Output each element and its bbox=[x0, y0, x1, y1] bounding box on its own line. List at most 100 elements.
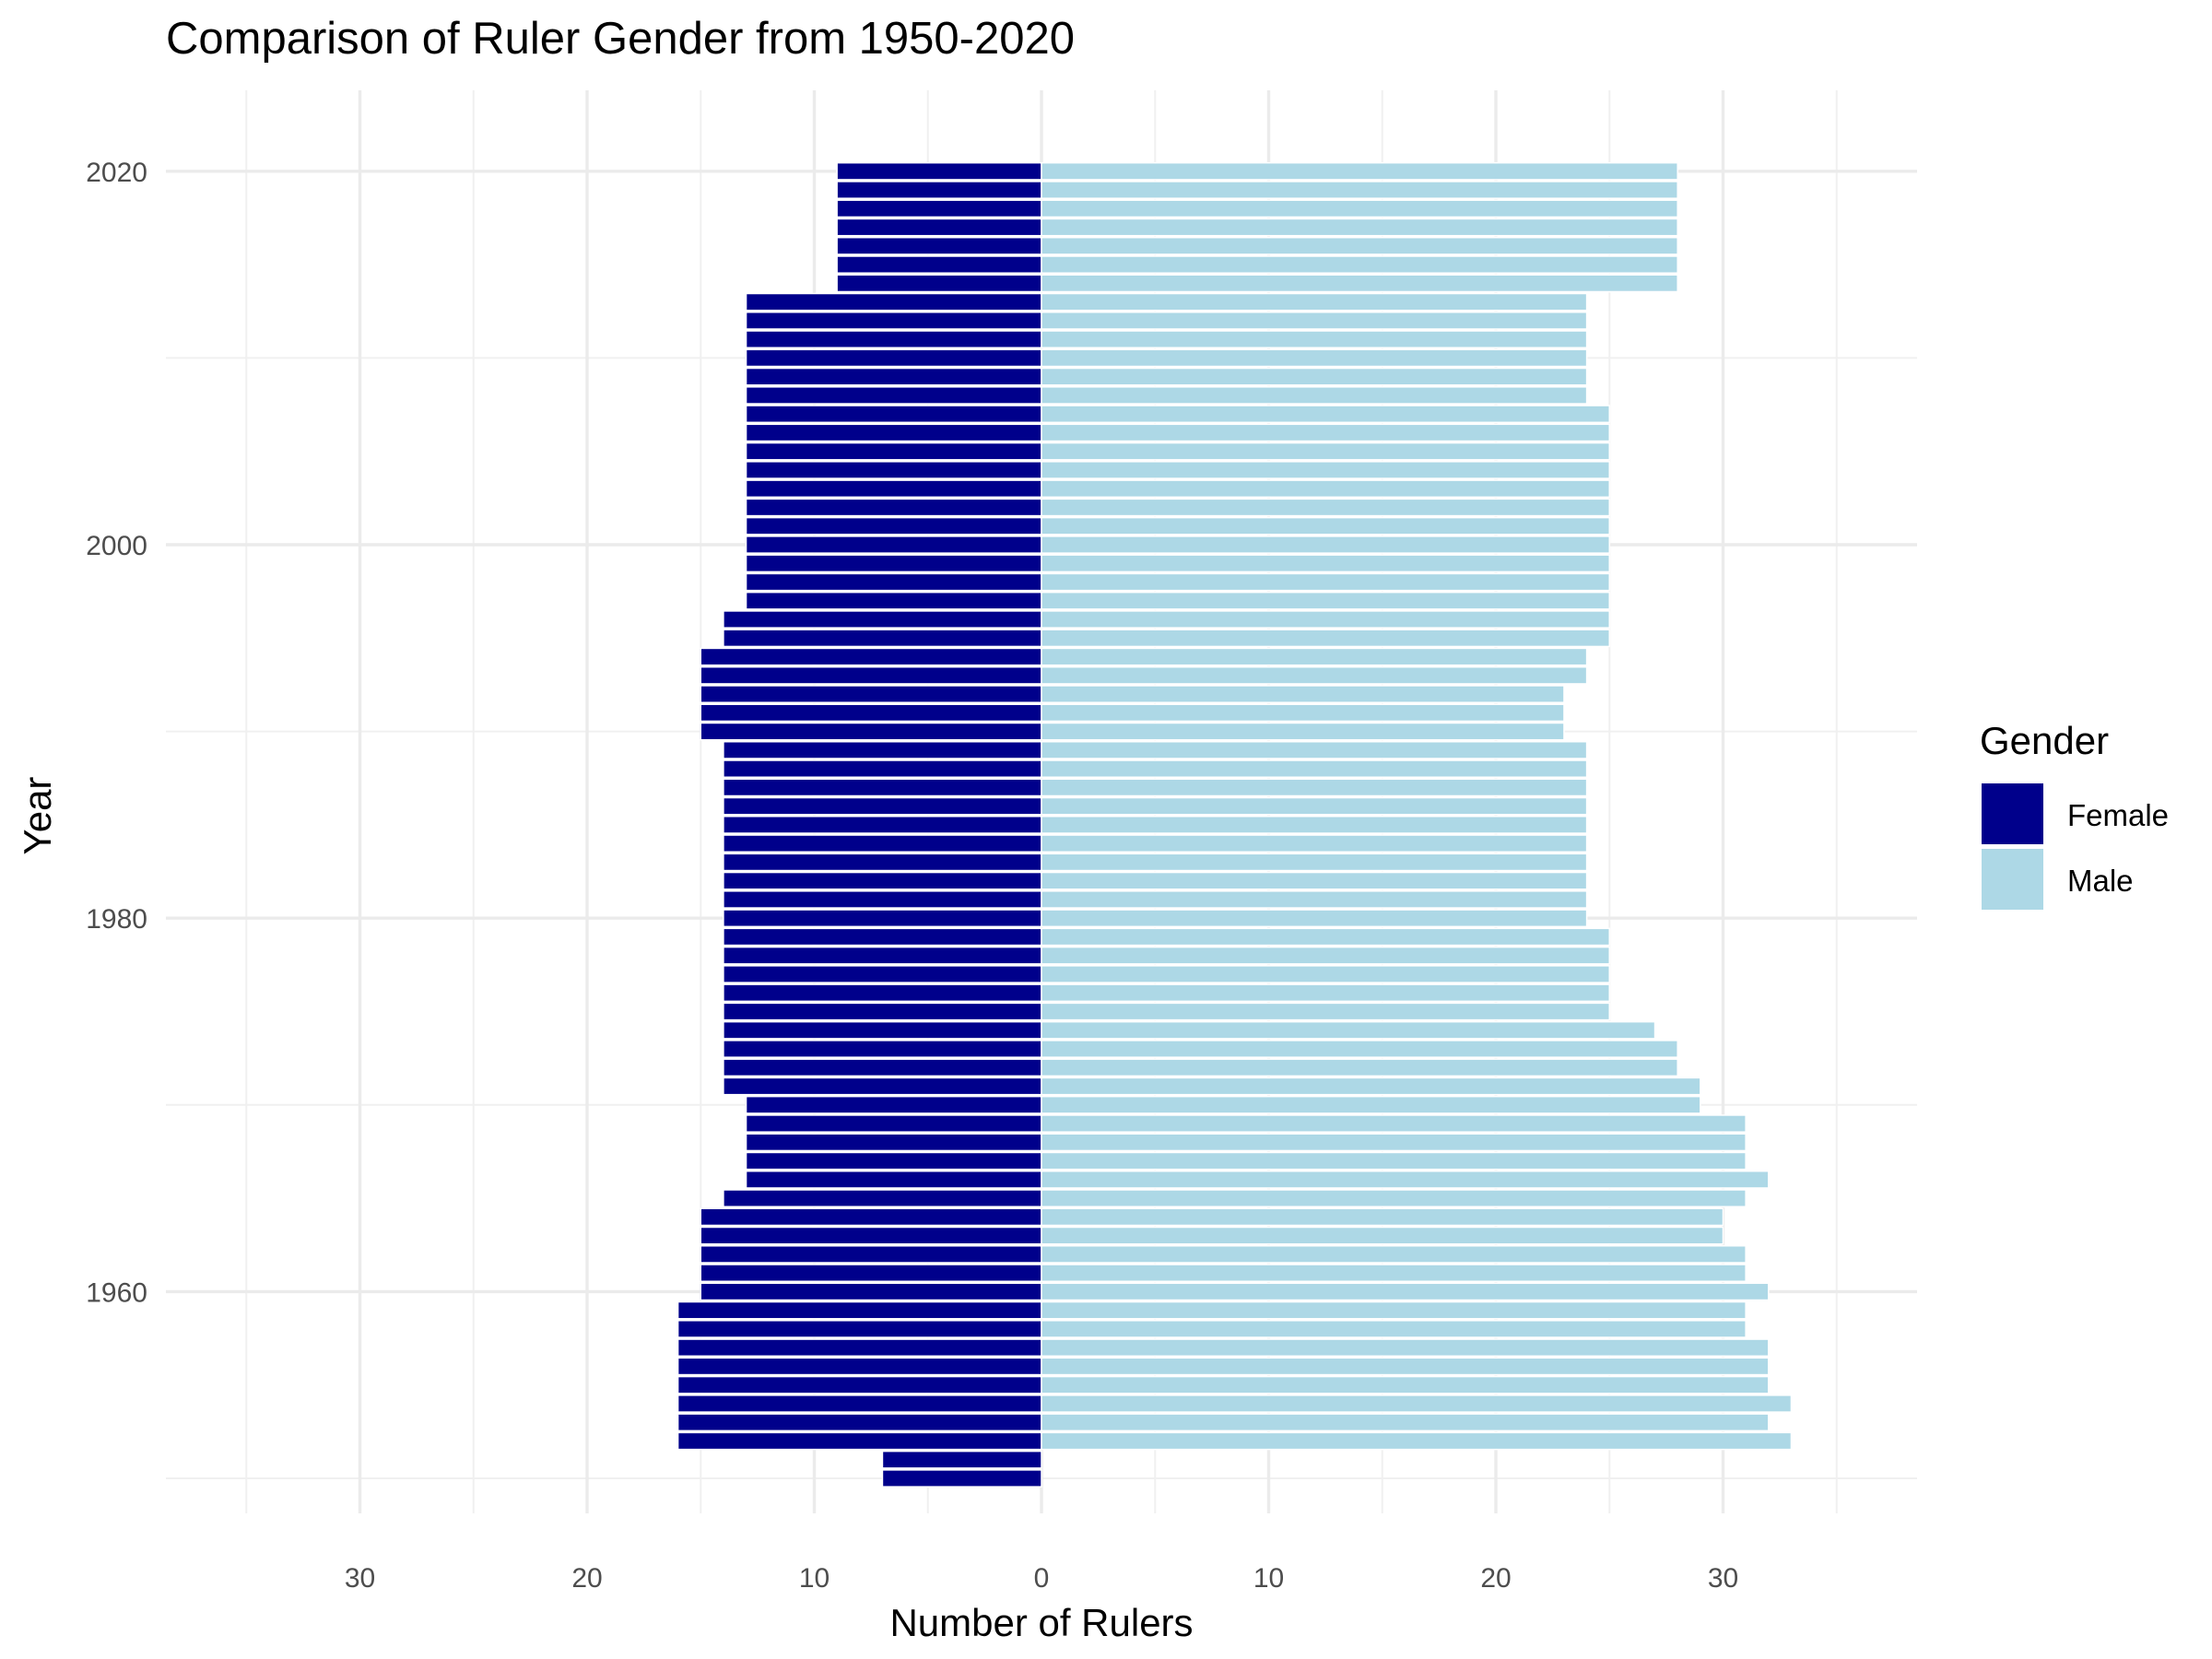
female-bar bbox=[723, 778, 1042, 797]
female-bar bbox=[723, 629, 1042, 648]
female-bar bbox=[745, 1151, 1042, 1171]
female-bar bbox=[723, 1058, 1042, 1077]
female-bar bbox=[723, 816, 1042, 834]
male-bar bbox=[1041, 1207, 1724, 1227]
female-bar bbox=[836, 181, 1042, 199]
x-tick-label: 0 bbox=[1034, 1563, 1050, 1594]
female-bar bbox=[700, 1282, 1042, 1301]
male-bar bbox=[1041, 591, 1610, 610]
x-tick-label: 30 bbox=[345, 1563, 375, 1594]
legend: Gender Female Male bbox=[1980, 719, 2169, 910]
male-bar bbox=[1041, 853, 1588, 872]
female-bar bbox=[723, 1020, 1042, 1040]
female-bar bbox=[881, 1450, 1042, 1469]
male-bar bbox=[1041, 386, 1588, 405]
female-bar bbox=[745, 1170, 1042, 1189]
female-bar bbox=[745, 516, 1042, 535]
female-bar bbox=[723, 610, 1042, 629]
female-bar bbox=[745, 461, 1042, 479]
female-bar bbox=[745, 312, 1042, 330]
male-bar bbox=[1041, 181, 1678, 199]
legend-label-male: Male bbox=[2067, 864, 2134, 898]
female-bar bbox=[700, 1226, 1042, 1245]
male-bar bbox=[1041, 423, 1610, 442]
male-bar bbox=[1041, 909, 1588, 928]
female-bar bbox=[700, 703, 1042, 723]
female-bar bbox=[723, 946, 1042, 965]
male-bar bbox=[1041, 535, 1610, 554]
male-bar bbox=[1041, 161, 1678, 181]
male-bar bbox=[1041, 292, 1588, 312]
x-tick-label: 10 bbox=[1253, 1563, 1284, 1594]
female-bar bbox=[677, 1413, 1042, 1432]
female-bar bbox=[745, 554, 1042, 573]
male-bar bbox=[1041, 312, 1588, 330]
male-bar bbox=[1041, 1058, 1678, 1077]
male-bar bbox=[1041, 946, 1610, 965]
female-bar bbox=[745, 591, 1042, 610]
male-bar bbox=[1041, 834, 1588, 853]
male-bar bbox=[1041, 629, 1610, 648]
female-bar bbox=[745, 367, 1042, 386]
male-bar bbox=[1041, 1189, 1747, 1207]
female-bar bbox=[745, 348, 1042, 368]
male-bar bbox=[1041, 1040, 1678, 1058]
female-bar bbox=[745, 535, 1042, 554]
female-bar bbox=[723, 759, 1042, 778]
male-bar bbox=[1041, 759, 1588, 778]
male-bar bbox=[1041, 1394, 1793, 1413]
female-bar bbox=[745, 423, 1042, 442]
y-tick-label: 1960 bbox=[86, 1277, 147, 1308]
x-tick-label: 20 bbox=[1480, 1563, 1511, 1594]
female-bar bbox=[723, 1077, 1042, 1096]
female-bar bbox=[836, 218, 1042, 237]
male-bar bbox=[1041, 199, 1678, 218]
female-bar bbox=[745, 292, 1042, 312]
male-bar bbox=[1041, 778, 1588, 797]
female-bar bbox=[723, 740, 1042, 759]
x-tick-label: 30 bbox=[1708, 1563, 1738, 1594]
male-bar bbox=[1041, 1114, 1747, 1133]
female-bar bbox=[836, 255, 1042, 274]
female-bar bbox=[723, 796, 1042, 816]
female-bar bbox=[700, 647, 1042, 666]
male-bar bbox=[1041, 871, 1588, 890]
female-bar bbox=[881, 1469, 1042, 1488]
male-bar bbox=[1041, 816, 1588, 834]
male-bar bbox=[1041, 890, 1588, 909]
male-bar bbox=[1041, 255, 1678, 274]
male-bar bbox=[1041, 965, 1610, 983]
male-bar bbox=[1041, 703, 1565, 723]
male-bar bbox=[1041, 1375, 1770, 1394]
male-bar bbox=[1041, 647, 1588, 666]
female-bar bbox=[745, 498, 1042, 517]
female-bar bbox=[677, 1338, 1042, 1358]
male-bar bbox=[1041, 927, 1610, 947]
male-bar bbox=[1041, 722, 1565, 741]
legend-swatch-female bbox=[1982, 783, 2043, 844]
male-bar bbox=[1041, 1170, 1770, 1189]
female-bar bbox=[745, 479, 1042, 499]
male-bar bbox=[1041, 1133, 1747, 1152]
male-bar bbox=[1041, 1338, 1770, 1358]
female-bar bbox=[723, 909, 1042, 928]
male-bar bbox=[1041, 516, 1610, 535]
female-bar bbox=[723, 890, 1042, 909]
female-bar bbox=[836, 236, 1042, 255]
chart-title: Comparison of Ruler Gender from 1950-202… bbox=[166, 14, 1075, 64]
female-bar bbox=[745, 330, 1042, 349]
male-bar bbox=[1041, 236, 1678, 255]
female-bar bbox=[836, 274, 1042, 293]
male-bar bbox=[1041, 441, 1610, 461]
female-bar bbox=[723, 1002, 1042, 1021]
female-bar bbox=[723, 965, 1042, 983]
female-bar bbox=[677, 1320, 1042, 1338]
male-bar bbox=[1041, 1300, 1747, 1320]
female-bar bbox=[677, 1357, 1042, 1376]
female-bar bbox=[677, 1300, 1042, 1320]
male-bar bbox=[1041, 665, 1588, 685]
female-bar bbox=[745, 1114, 1042, 1133]
male-bar bbox=[1041, 461, 1610, 479]
female-bar bbox=[700, 1264, 1042, 1283]
